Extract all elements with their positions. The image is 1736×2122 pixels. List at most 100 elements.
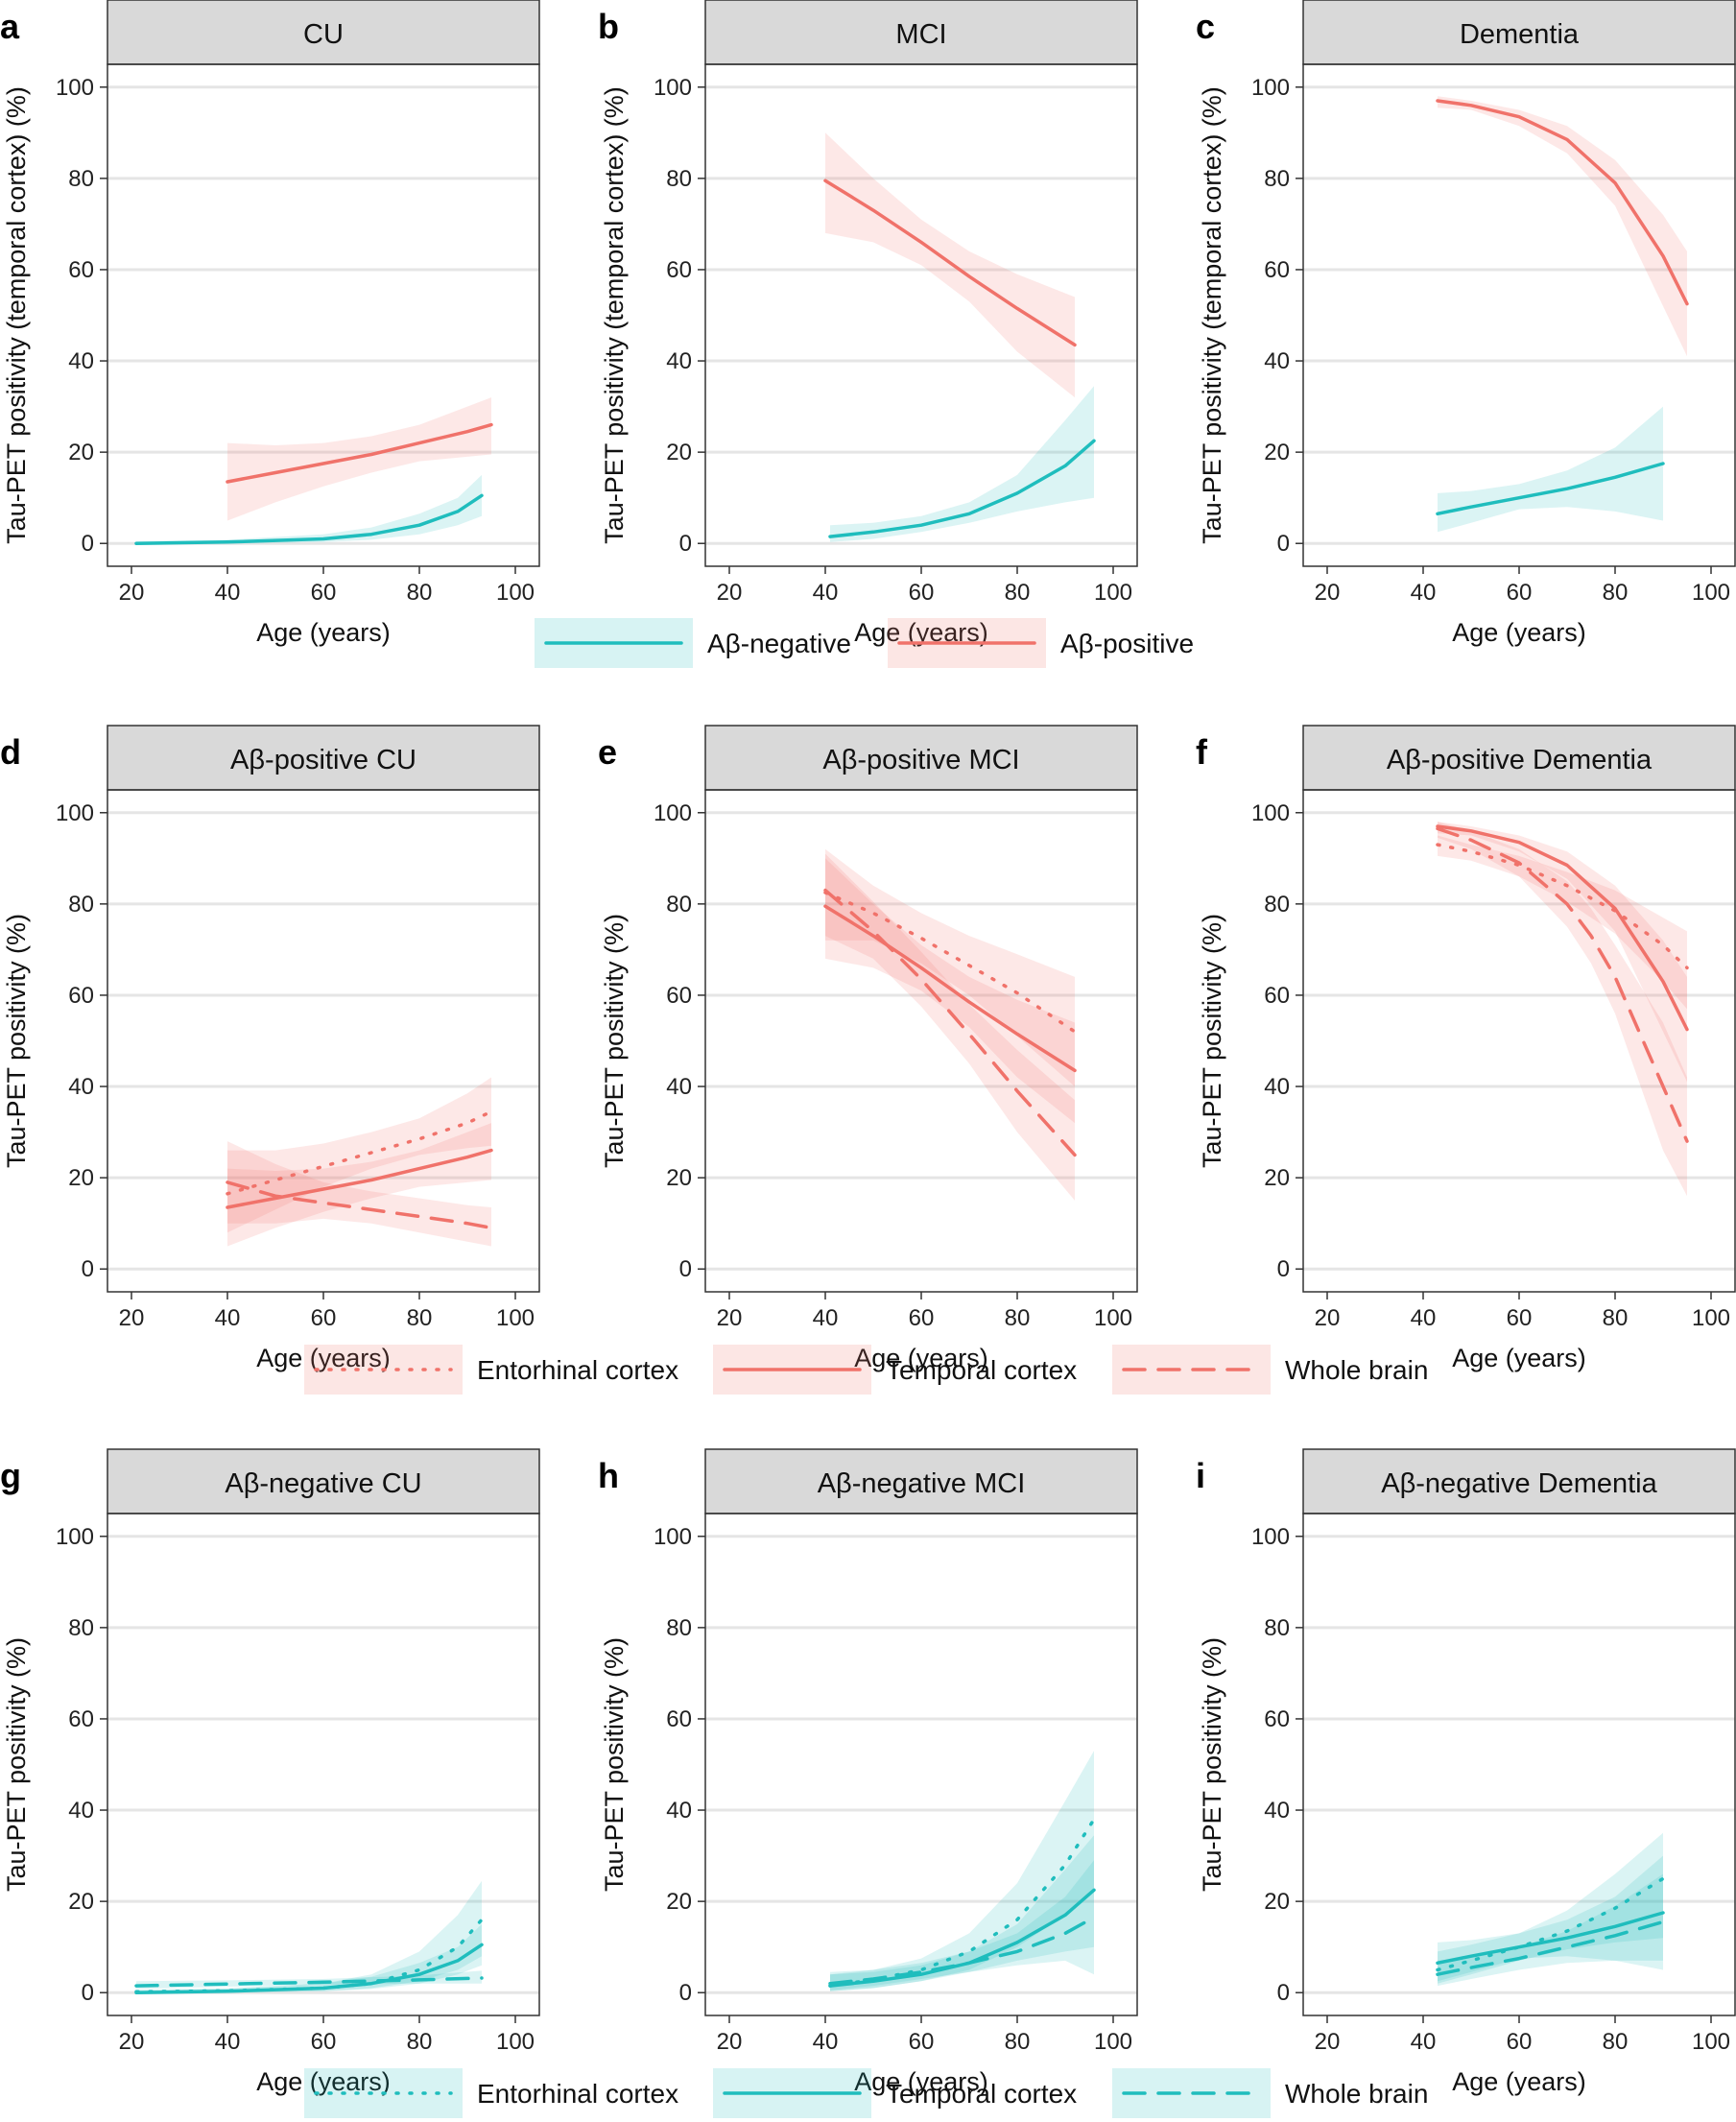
x-axis-title: Age (years) — [256, 618, 391, 647]
panel-h: h Aβ-negative MCI 0 20 40 60 80 100 20 40 60 80 100 A… — [598, 1448, 1138, 2096]
y-axis-title: Tau-PET positivity (%) — [600, 914, 629, 1168]
x-tick-label: 100 — [496, 1305, 535, 1331]
x-tick-label: 80 — [407, 1305, 433, 1331]
ci-band — [227, 1141, 491, 1247]
y-tick-label: 20 — [666, 1889, 692, 1915]
panel-g: g Aβ-negative CU 0 20 40 60 80 100 20 40 60 80 100 Ag… — [0, 1448, 540, 2096]
y-axis-title: Tau-PET positivity (%) — [600, 1637, 629, 1892]
y-tick-label: 100 — [1251, 1524, 1290, 1550]
x-axis-title: Age (years) — [854, 2067, 988, 2096]
y-tick-label: 80 — [666, 166, 692, 192]
panel-letter: g — [0, 1456, 21, 1495]
y-tick-label: 60 — [666, 983, 692, 1009]
strip-header — [704, 1448, 1138, 1514]
panel-f: f Aβ-positive Dementia 0 20 40 60 80 100 20 40 60 8… — [1196, 725, 1736, 1372]
panel-title: Aβ-positive CU — [230, 745, 416, 775]
y-tick-label: 80 — [1264, 892, 1290, 918]
panel-title: Aβ-negative MCI — [818, 1468, 1026, 1499]
x-tick-label: 100 — [1692, 580, 1730, 606]
y-tick-label: 0 — [1277, 1980, 1290, 2006]
x-tick-label: 20 — [717, 580, 743, 606]
ci-band — [1438, 1873, 1663, 1987]
strip-header — [107, 0, 540, 65]
y-tick-label: 60 — [666, 1706, 692, 1732]
y-axis-title: Tau-PET positivity (%) — [2, 1637, 31, 1892]
x-tick-label: 40 — [1411, 1305, 1437, 1331]
y-tick-label: 20 — [68, 1889, 94, 1915]
y-tick-label: 80 — [68, 1615, 94, 1641]
ci-band — [830, 1860, 1094, 1991]
ci-band — [825, 848, 1075, 1086]
x-tick-label: 80 — [407, 580, 433, 606]
x-tick-label: 40 — [215, 2029, 241, 2055]
y-tick-label: 100 — [56, 800, 94, 826]
x-tick-label: 100 — [1094, 1305, 1132, 1331]
y-tick-label: 40 — [68, 348, 94, 374]
ci-band — [1438, 1855, 1663, 1982]
x-axis-title: Age (years) — [854, 1344, 988, 1372]
ci-band — [825, 858, 1075, 1124]
ci-band — [136, 1923, 482, 1993]
x-tick-label: 100 — [496, 2029, 535, 2055]
legend-label: Temporal cortex — [886, 1355, 1077, 1385]
y-tick-label: 60 — [68, 983, 94, 1009]
panel-letter: h — [598, 1456, 619, 1495]
panel-e: e Aβ-positive MCI 0 20 40 60 80 100 20 40 60 80 100 A… — [598, 725, 1138, 1372]
y-tick-label: 40 — [1264, 1798, 1290, 1824]
series-line — [1436, 826, 1689, 1143]
x-tick-label: 20 — [1315, 580, 1341, 606]
series-line — [1436, 1911, 1665, 1966]
y-tick-label: 40 — [666, 348, 692, 374]
y-tick-label: 0 — [82, 531, 94, 557]
y-tick-label: 80 — [68, 892, 94, 918]
y-axis-title: Tau-PET positivity (%) — [2, 914, 31, 1168]
y-tick-label: 0 — [679, 1980, 692, 2006]
x-tick-label: 40 — [813, 1305, 839, 1331]
strip-header — [1302, 725, 1736, 791]
x-tick-label: 100 — [1094, 2029, 1132, 2055]
x-axis-title: Age (years) — [1452, 618, 1586, 647]
x-axis-title: Age (years) — [1452, 1344, 1586, 1372]
y-tick-label: 80 — [1264, 1615, 1290, 1641]
panel-letter: d — [0, 732, 21, 772]
ci-band — [1438, 406, 1663, 533]
series-line — [1436, 843, 1689, 970]
x-tick-label: 40 — [1411, 580, 1437, 606]
x-tick-label: 60 — [909, 2029, 935, 2055]
x-tick-label: 60 — [311, 580, 337, 606]
x-tick-label: 80 — [1005, 2029, 1031, 2055]
panel-title: MCI — [895, 19, 946, 50]
y-tick-label: 60 — [68, 1706, 94, 1732]
legend-2: Entorhinal cortex Temporal cortex Whole br… — [304, 1345, 1428, 1395]
x-tick-label: 100 — [1692, 1305, 1730, 1331]
ci-band — [830, 386, 1094, 542]
series-line — [823, 179, 1077, 347]
y-tick-label: 60 — [666, 257, 692, 283]
y-tick-label: 80 — [666, 1615, 692, 1641]
x-tick-label: 40 — [215, 1305, 241, 1331]
strip-header — [107, 725, 540, 791]
legend-label: Temporal cortex — [886, 2079, 1077, 2109]
legend-label: Aβ-negative — [707, 629, 851, 658]
y-axis-title: Tau-PET positivity (temporal cortex) (%) — [2, 86, 31, 544]
legend-3: Entorhinal cortex Temporal cortex Whole br… — [304, 2068, 1428, 2118]
x-axis-title: Age (years) — [256, 1344, 391, 1372]
y-tick-label: 0 — [1277, 531, 1290, 557]
strip-header — [107, 1448, 540, 1514]
legend-1: Aβ-negative Aβ-positive — [535, 618, 1194, 668]
y-tick-label: 0 — [1277, 1256, 1290, 1282]
y-tick-label: 100 — [654, 1524, 692, 1550]
strip-header — [1302, 1448, 1736, 1514]
x-axis-title: Age (years) — [1452, 2067, 1586, 2096]
y-tick-label: 100 — [654, 800, 692, 826]
y-tick-label: 100 — [56, 75, 94, 101]
x-tick-label: 80 — [1603, 1305, 1629, 1331]
panel-title: CU — [303, 19, 344, 50]
legend-label: Whole brain — [1285, 2079, 1428, 2109]
y-tick-label: 80 — [68, 166, 94, 192]
x-tick-label: 40 — [813, 2029, 839, 2055]
panel-c: c Dementia 0 20 40 60 80 100 20 40 60 80 100 Age (yea… — [1196, 0, 1736, 647]
series-line — [134, 1943, 484, 1994]
y-tick-label: 0 — [679, 531, 692, 557]
